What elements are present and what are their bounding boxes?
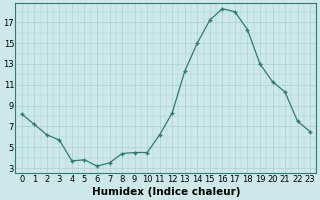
X-axis label: Humidex (Indice chaleur): Humidex (Indice chaleur) [92,187,240,197]
